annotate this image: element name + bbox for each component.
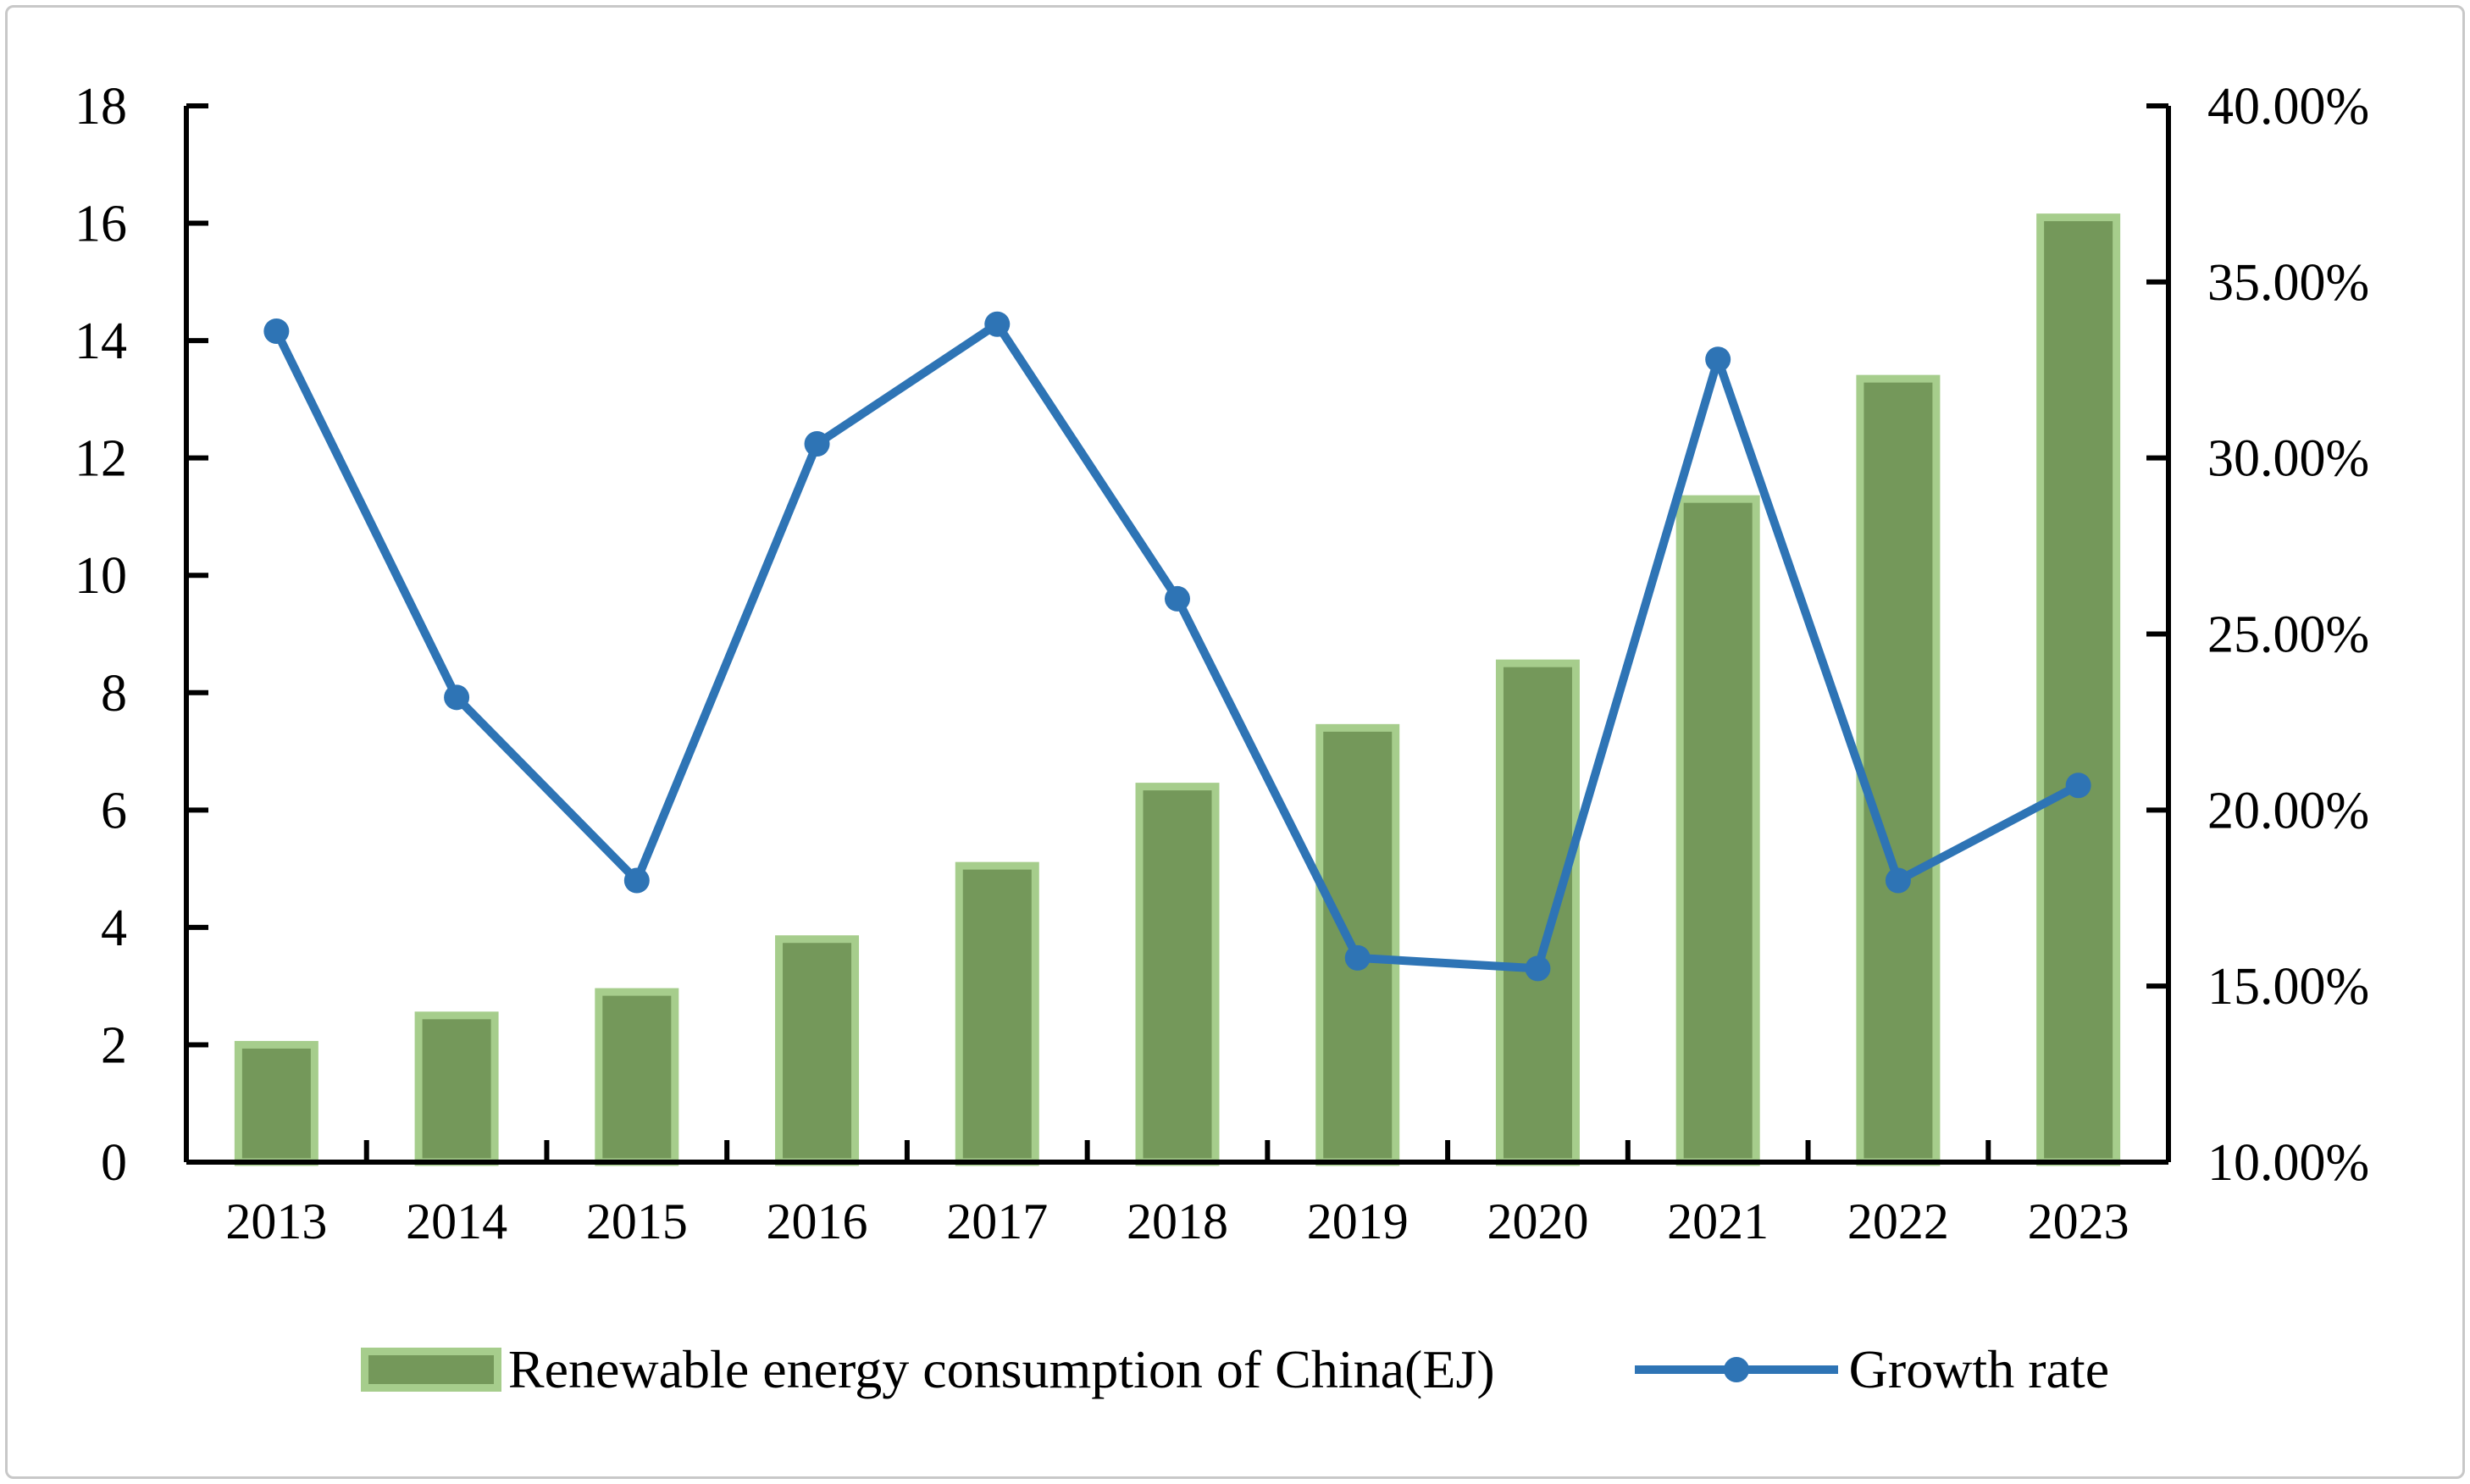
growth-rate-marker-2016 bbox=[804, 431, 830, 457]
bar-2021 bbox=[1675, 495, 1760, 1166]
bar-2018 bbox=[1135, 783, 1220, 1166]
legend-entry-bar-series: Renewable energy consumption of China(EJ… bbox=[360, 1338, 1495, 1401]
x-axis-label-2019: 2019 bbox=[1307, 1193, 1409, 1249]
bar-2022 bbox=[1856, 374, 1941, 1166]
bar-2019 bbox=[1315, 723, 1400, 1166]
left-axis-tick-label: 4 bbox=[101, 900, 127, 957]
right-axis-tick-label: 25.00% bbox=[2207, 606, 2369, 664]
x-axis-label-2017: 2017 bbox=[946, 1193, 1048, 1249]
x-axis-label-2022: 2022 bbox=[1847, 1193, 1949, 1249]
x-axis-label-2023: 2023 bbox=[2028, 1193, 2129, 1249]
right-axis-tick-label: 40.00% bbox=[2207, 78, 2369, 136]
right-axis-tick-label: 20.00% bbox=[2207, 782, 2369, 839]
x-axis-label-2013: 2013 bbox=[225, 1193, 327, 1249]
growth-rate-marker-2015 bbox=[623, 867, 650, 894]
growth-rate-marker-2018 bbox=[1165, 585, 1190, 612]
left-axis-tick-label: 2 bbox=[101, 1016, 127, 1074]
left-axis-tick-label: 12 bbox=[75, 430, 127, 488]
left-axis-tick-label: 10 bbox=[75, 547, 127, 605]
right-axis-tick-label: 10.00% bbox=[2207, 1134, 2369, 1192]
bar-series-label: Renewable energy consumption of China(EJ… bbox=[507, 1339, 1495, 1399]
right-axis-tick-label: 35.00% bbox=[2207, 254, 2369, 312]
chart-legend: Renewable energy consumption of China(EJ… bbox=[0, 1338, 2470, 1401]
x-axis-label-2021: 2021 bbox=[1667, 1193, 1769, 1249]
line-series-swatch-icon bbox=[1634, 1357, 1838, 1382]
bar-2023 bbox=[2036, 213, 2121, 1166]
line-series-label: Growth rate bbox=[1848, 1339, 2110, 1399]
left-axis-tick-label: 0 bbox=[101, 1134, 127, 1192]
right-axis-tick-label: 15.00% bbox=[2207, 958, 2369, 1016]
growth-rate-marker-2020 bbox=[1525, 955, 1551, 982]
left-axis-tick-label: 18 bbox=[75, 78, 127, 136]
left-axis-tick-label: 16 bbox=[75, 196, 127, 253]
left-axis-tick-label: 6 bbox=[101, 782, 127, 839]
growth-rate-marker-2013 bbox=[263, 318, 290, 345]
bar-2013 bbox=[234, 1040, 318, 1166]
growth-rate-marker-2017 bbox=[984, 311, 1011, 337]
right-axis-tick-label: 30.00% bbox=[2207, 430, 2369, 488]
growth-rate-marker-2022 bbox=[1885, 867, 1911, 894]
x-axis-label-2020: 2020 bbox=[1487, 1193, 1588, 1249]
growth-rate-marker-2021 bbox=[1705, 346, 1731, 373]
legend-entry-line-series: Growth rate bbox=[1631, 1338, 2109, 1401]
x-axis-label-2014: 2014 bbox=[406, 1193, 507, 1249]
bar-2016 bbox=[775, 935, 860, 1166]
growth-rate-marker-2019 bbox=[1344, 944, 1371, 971]
bar-series-swatch-icon bbox=[360, 1348, 501, 1392]
bar-2015 bbox=[595, 988, 679, 1166]
left-axis-tick-label: 8 bbox=[101, 665, 127, 723]
bar-2017 bbox=[955, 861, 1039, 1166]
x-axis-label-2018: 2018 bbox=[1127, 1193, 1228, 1249]
growth-rate-marker-2023 bbox=[2065, 772, 2091, 799]
bar-2020 bbox=[1495, 659, 1580, 1166]
x-axis-label-2015: 2015 bbox=[586, 1193, 688, 1249]
growth-rate-marker-2014 bbox=[444, 684, 470, 711]
bar-2014 bbox=[414, 1011, 499, 1166]
left-axis-tick-label: 14 bbox=[75, 313, 127, 370]
x-axis-label-2016: 2016 bbox=[767, 1193, 868, 1249]
